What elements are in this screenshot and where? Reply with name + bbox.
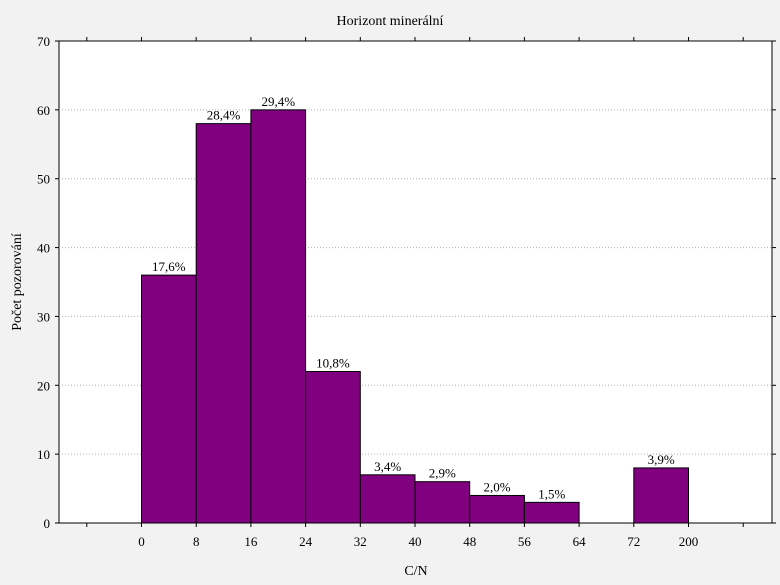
- bar: [195, 123, 252, 524]
- x-tick-label: 72: [627, 534, 640, 549]
- x-tick-label: 56: [518, 534, 532, 549]
- bar: [250, 109, 307, 524]
- x-tick-label: 40: [409, 534, 422, 549]
- x-tick-label: 0: [138, 534, 145, 549]
- y-tick-label: 10: [37, 447, 50, 462]
- x-axis: 0 8 16 24 32 40 48 56 64 72 200: [86, 37, 744, 549]
- bar: [359, 474, 416, 524]
- chart-title: Horizont minerální: [337, 14, 444, 29]
- bar: [469, 494, 525, 524]
- y-tick-label: 40: [37, 241, 50, 256]
- bar-labels: 17,6% 28,4% 29,4% 10,8% 3,4% 2,9% 2,0% 1,5% 3,9%: [152, 94, 675, 501]
- x-tick-label: 32: [354, 534, 367, 549]
- bar: [523, 501, 580, 524]
- x-tick-label: 48: [463, 534, 476, 549]
- bar-data-label: 3,4%: [374, 459, 401, 474]
- x-axis-title: C/N: [404, 564, 427, 579]
- y-tick-label: 70: [37, 34, 50, 49]
- x-tick-label: 16: [244, 534, 258, 549]
- bar: [305, 371, 361, 524]
- bar: [633, 467, 689, 524]
- bar-data-label: 28,4%: [207, 108, 241, 123]
- y-axis-title: Počet pozorování: [10, 233, 25, 331]
- bar-data-label: 17,6%: [152, 259, 186, 274]
- gridlines: [59, 109, 772, 455]
- x-tick-label: 24: [299, 534, 313, 549]
- y-tick-label: 50: [37, 172, 50, 187]
- bar-data-label: 2,0%: [484, 479, 511, 494]
- y-tick-label: 30: [37, 309, 50, 324]
- x-tick-label: 8: [193, 534, 200, 549]
- y-tick-label: 20: [37, 378, 50, 393]
- bars: [141, 109, 689, 524]
- y-tick-label: 0: [44, 516, 51, 531]
- bar-data-label: 29,4%: [261, 94, 295, 109]
- y-tick-label: 60: [37, 103, 50, 118]
- bar-data-label: 10,8%: [316, 356, 350, 371]
- bar-data-label: 2,9%: [429, 466, 456, 481]
- bar-data-label: 3,9%: [648, 452, 675, 467]
- x-tick-label: 200: [679, 534, 699, 549]
- bar: [414, 481, 471, 524]
- x-tick-label: 64: [573, 534, 587, 549]
- bar-data-label: 1,5%: [538, 486, 565, 501]
- y-axis: 0 10 20 30 40 50 60 70: [37, 34, 776, 531]
- bar: [141, 274, 197, 524]
